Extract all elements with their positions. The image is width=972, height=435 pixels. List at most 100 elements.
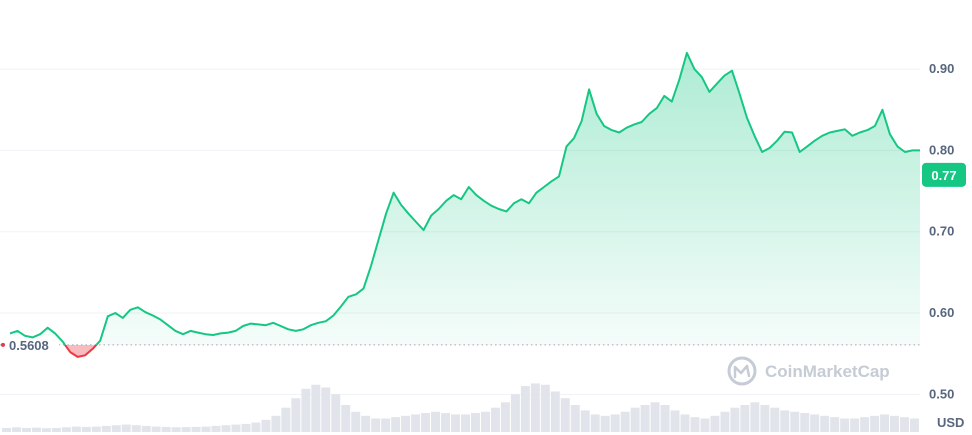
volume-bar [750,402,760,432]
volume-bar [550,391,560,432]
reference-line: 0.5608 [0,335,920,354]
volume-bar [630,407,640,432]
volume-bar [870,415,880,432]
volume-bar [111,425,121,432]
price-line [9,51,920,358]
volume-bar [860,417,870,432]
volume-bar [421,413,431,432]
volume-bar [141,425,151,432]
volume-bar [291,398,301,432]
volume-bar [101,425,111,432]
volume-bar [540,384,550,432]
volume-bar [181,427,191,432]
volume-bar [530,383,540,432]
volume-bar [351,411,361,432]
volume-bar [161,426,171,432]
volume-bar [640,405,650,432]
volume-bar [770,407,780,432]
watermark-text: CoinMarketCap [765,362,890,381]
volume-bar [301,388,311,432]
volume-bar [850,418,860,432]
volume-bar [820,415,830,432]
price-line-up [9,51,920,345]
volume-bar [2,427,11,432]
volume-bars [2,383,919,432]
volume-bar [211,425,221,432]
volume-bar [570,405,580,432]
volume-bar [490,407,500,432]
volume-bar [740,405,750,432]
volume-bar [620,411,630,432]
volume-bar [241,423,251,432]
volume-bar [660,405,670,432]
current-price-badge: 0.77 [922,162,966,187]
volume-bar [720,411,730,432]
volume-bar [61,427,71,432]
volume-bar [500,402,510,432]
volume-bar [201,426,211,432]
y-tick-label: 0.80 [929,142,954,157]
volume-bar [251,422,261,432]
volume-bar [451,414,460,432]
volume-bar [51,427,61,432]
volume-bar [71,426,81,432]
volume-bar [441,413,451,432]
volume-bar [680,414,690,432]
volume-bar [11,427,21,432]
volume-bar [361,415,371,432]
y-tick-label: 0.70 [929,224,954,239]
volume-bar [670,410,680,432]
y-axis: 0.50 0.60 0.70 0.80 0.90 [929,61,954,401]
volume-bar [790,411,800,432]
volume-bar [560,398,570,432]
volume-bar [411,414,421,432]
volume-bar [401,415,411,432]
reference-marker [1,342,5,347]
volume-bar [880,414,890,432]
reference-label-bg [3,335,59,354]
area-fill-down [65,344,97,357]
volume-bar [341,405,351,432]
volume-bar [700,418,710,432]
y-tick-label: 0.90 [929,61,954,76]
volume-bar [81,426,91,432]
volume-bar [690,417,700,432]
area-fill-up [10,52,920,345]
volume-bar [600,415,610,432]
volume-bar [461,414,470,432]
volume-bar [21,427,31,432]
price-area [10,52,920,357]
volume-bar [91,426,101,432]
volume-bar [381,418,391,432]
volume-bar [321,387,331,432]
volume-bar [590,414,600,432]
y-tick-label: 0.50 [929,386,954,401]
volume-bar [31,427,41,432]
currency-unit-label: USD [937,415,964,430]
coinmarketcap-logo-icon [727,356,757,386]
current-price-label: 0.77 [931,168,956,183]
volume-bar [151,426,161,432]
volume-bar [810,414,820,432]
volume-bar [281,407,291,432]
volume-bar [171,427,181,432]
volume-bar [710,415,720,432]
coinmarketcap-watermark: CoinMarketCap [727,356,890,386]
volume-bar [910,418,919,432]
volume-bar [520,386,530,432]
y-tick-label: 0.60 [929,305,954,320]
volume-bar [900,417,910,432]
volume-bar [191,426,201,432]
volume-bar [830,417,840,432]
volume-bar [650,402,660,432]
volume-bar [331,394,341,432]
volume-bar [760,405,770,432]
volume-bar [311,384,321,432]
volume-bar [261,419,271,432]
volume-bar [391,417,401,432]
volume-bar [800,413,810,432]
volume-bar [580,410,590,432]
volume-bar [510,394,520,432]
volume-bar [470,413,480,432]
